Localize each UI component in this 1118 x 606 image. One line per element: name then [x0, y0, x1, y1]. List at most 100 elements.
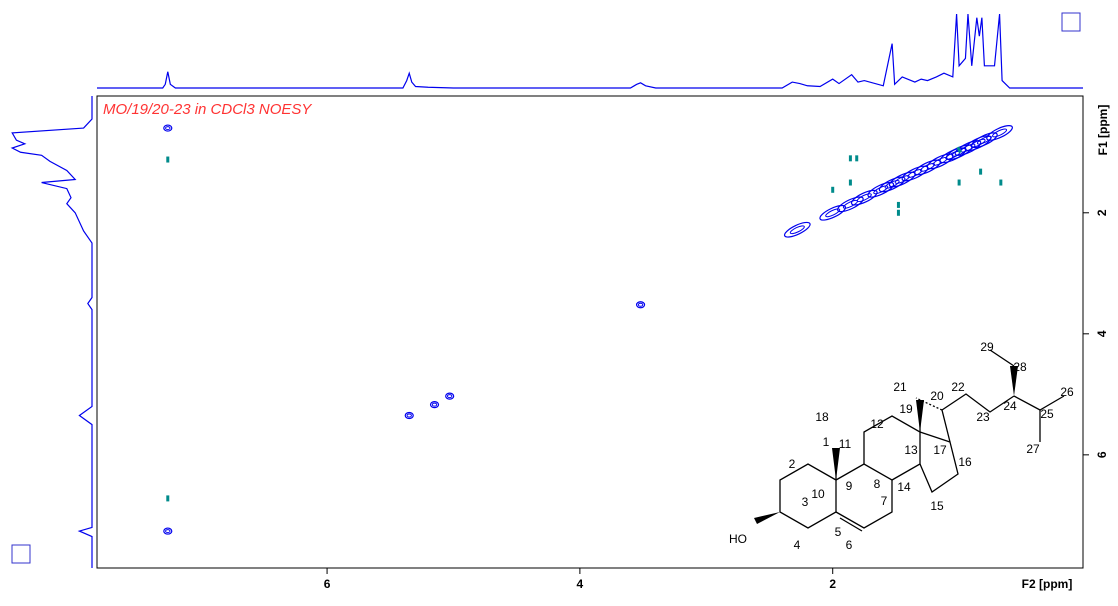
contour-ring: [404, 411, 414, 420]
contour-ring: [894, 175, 910, 184]
contour-ring: [992, 128, 1008, 138]
atom-label: 9: [846, 479, 853, 493]
cross-peak: [956, 146, 962, 154]
cross-peak: [848, 155, 852, 162]
atom-label: 7: [881, 494, 888, 508]
cross-peak: [163, 527, 173, 535]
atom-label: 26: [1060, 385, 1074, 399]
contour-ring: [971, 132, 998, 149]
contour-ring: [878, 176, 906, 193]
cross-peak: [986, 125, 1013, 141]
contour-ring: [163, 124, 173, 132]
contour-ring: [831, 186, 835, 193]
contour-ring: [166, 156, 170, 163]
cross-peak: [848, 179, 852, 186]
atom-label: 19: [899, 402, 913, 416]
cross-peak: [819, 204, 847, 221]
contour-ring: [165, 126, 171, 131]
y-tick-label: 2: [1095, 209, 1109, 216]
x-axis-label: F2 [ppm]: [1022, 577, 1073, 591]
x-tick-label: 4: [577, 577, 584, 591]
contour-ring: [166, 495, 170, 502]
atom-label: 21: [893, 380, 907, 394]
atom-label: 28: [1013, 360, 1027, 374]
contour-ring: [635, 301, 646, 309]
contour-ring: [165, 529, 171, 534]
contour-ring: [896, 201, 900, 208]
corner-icon[interactable]: [11, 544, 31, 564]
contour-ring: [957, 179, 961, 186]
f1-projection: [10, 96, 93, 568]
corner-icon[interactable]: [1061, 12, 1081, 32]
contour-ring: [907, 169, 923, 178]
contour-ring: [637, 302, 644, 307]
cross-peak: [979, 168, 983, 175]
contour-ring: [431, 402, 438, 407]
contour-ring: [163, 527, 173, 535]
f2-projection: [97, 13, 1083, 89]
atom-label: 1: [823, 435, 830, 449]
cross-peak: [445, 392, 455, 400]
atom-label: 20: [930, 389, 944, 403]
contour-ring: [920, 163, 936, 172]
chart-title: MO/19/20-23 in CDCl3 NOESY: [103, 101, 312, 118]
cross-peak: [831, 186, 835, 193]
contour-ring: [896, 209, 900, 216]
y-axis-label: F1 [ppm]: [1096, 105, 1110, 156]
contour-ring: [970, 138, 986, 148]
plot-frame: [96, 95, 1084, 569]
contour-ring: [954, 140, 982, 156]
atom-label: 29: [980, 340, 994, 354]
cross-peak: [957, 179, 961, 186]
cross-peak: [783, 221, 811, 238]
y-tick-label: 6: [1095, 451, 1109, 458]
contour-ring: [867, 181, 895, 198]
contour-ring: [956, 146, 962, 154]
cross-peak: [404, 411, 414, 420]
x-tick-label: 6: [324, 577, 331, 591]
cross-peak: [850, 189, 878, 206]
atom-label: 24: [1003, 399, 1017, 413]
contour-ring: [446, 394, 453, 399]
atom-label: 22: [951, 380, 965, 394]
cross-peak: [999, 179, 1003, 186]
atom-label: 14: [897, 480, 911, 494]
contour-ring: [855, 155, 859, 162]
atom-label: 13: [904, 443, 918, 457]
cross-peak: [635, 301, 646, 309]
contour-ring: [819, 204, 847, 221]
atom-label: 15: [930, 499, 944, 513]
atom-label: 4: [794, 538, 801, 552]
cross-peak: [971, 132, 998, 149]
cross-peak: [163, 124, 173, 132]
atom-label: 17: [933, 443, 947, 457]
contour-ring: [932, 156, 948, 166]
contour-ring: [445, 392, 455, 400]
contour-ring: [926, 153, 954, 170]
atom-label: 3: [802, 495, 809, 509]
contour-ring: [976, 135, 992, 145]
cross-peak: [926, 153, 954, 170]
contour-ring: [783, 221, 811, 238]
atom-label: 23: [976, 410, 990, 424]
x-tick-label: 2: [829, 577, 836, 591]
atom-label: HO: [729, 532, 747, 546]
contour-ring: [825, 208, 841, 218]
atom-label: 2: [789, 457, 796, 471]
contour-ring: [789, 225, 805, 235]
contour-ring: [848, 155, 852, 162]
contour-ring: [837, 196, 864, 213]
cross-peak: [166, 156, 170, 163]
cross-peak: [896, 209, 900, 216]
cross-peak: [896, 201, 900, 208]
contour-ring: [406, 413, 412, 418]
atom-label: 27: [1026, 442, 1040, 456]
atom-label: 5: [835, 525, 842, 539]
cross-peak: [166, 495, 170, 502]
atom-label: 25: [1040, 407, 1054, 421]
contour-ring: [856, 193, 872, 203]
atom-label: 6: [846, 538, 853, 552]
atom-label: 8: [874, 477, 881, 491]
